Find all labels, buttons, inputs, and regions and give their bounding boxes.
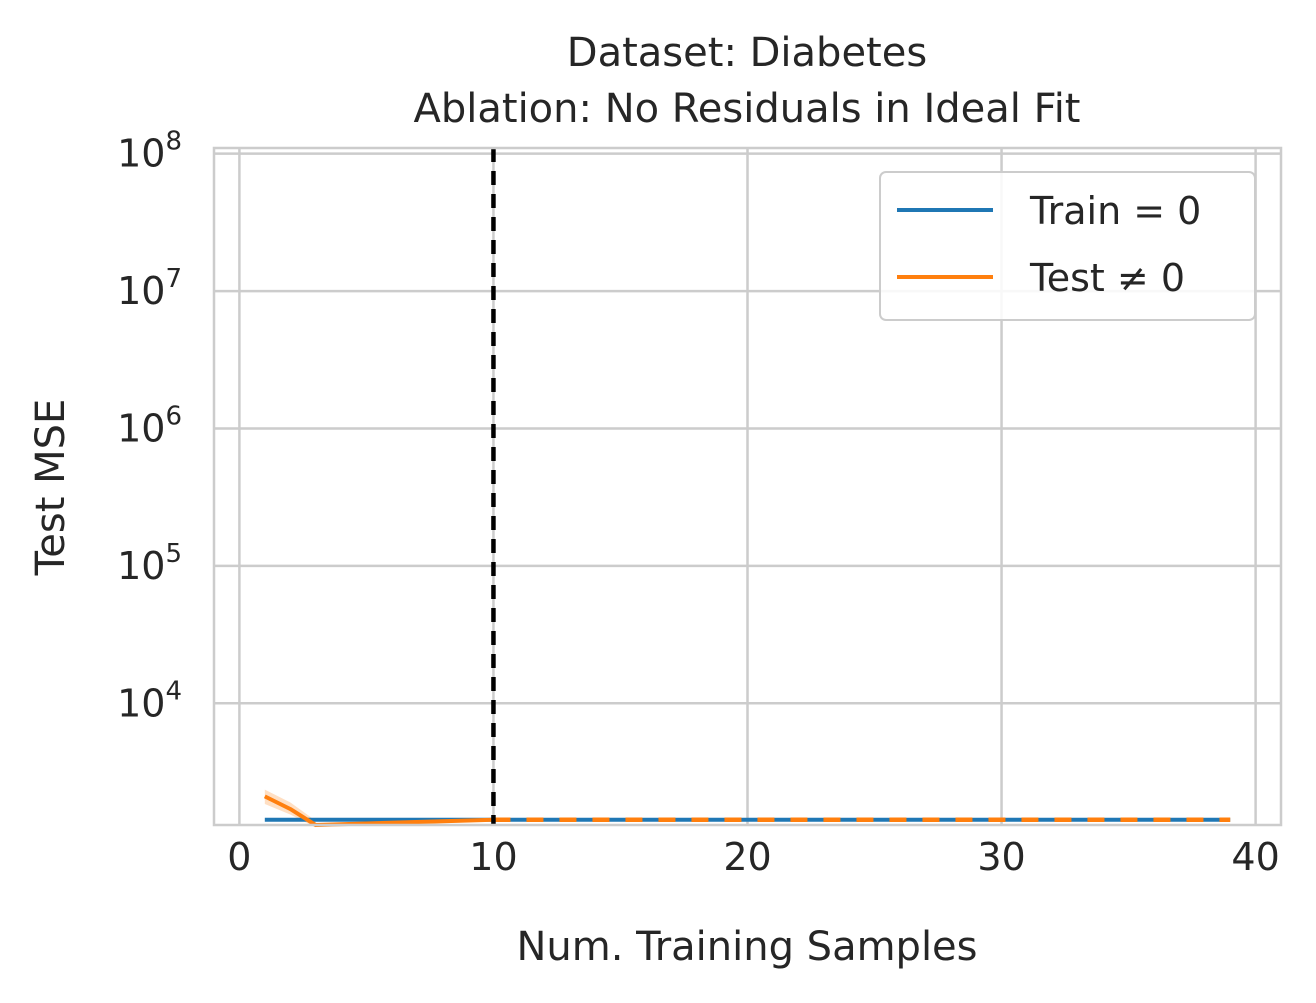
- x-tick-label-20: 20: [723, 835, 771, 879]
- y-tick-label-8: 108: [117, 127, 182, 176]
- y-tick-label-5: 105: [117, 539, 182, 588]
- series-lines: [263, 794, 1231, 827]
- test-line-solid: [263, 794, 494, 827]
- legend-label-test: Test ≠ 0: [1029, 256, 1185, 300]
- chart-subtitle: Ablation: No Residuals in Ideal Fit: [414, 86, 1081, 132]
- x-axis-label: Num. Training Samples: [516, 924, 977, 970]
- x-tick-labels: 0 10 20 30 40: [227, 835, 1279, 879]
- legend-label-train: Train = 0: [1029, 189, 1201, 233]
- y-axis-label: Test MSE: [28, 399, 74, 577]
- x-tick-label-40: 40: [1231, 835, 1279, 879]
- plot-frame: [212, 146, 1283, 827]
- x-tick-label-30: 30: [977, 835, 1025, 879]
- y-tick-label-4: 104: [117, 676, 182, 725]
- x-tick-label-0: 0: [227, 835, 251, 879]
- y-tick-labels: 104 105 106 107 108: [117, 127, 182, 726]
- y-tick-label-6: 106: [117, 401, 182, 450]
- x-tick-label-10: 10: [469, 835, 517, 879]
- y-tick-label-7: 107: [117, 264, 182, 313]
- chart-title: Dataset: Diabetes: [567, 30, 927, 76]
- legend: Train = 0 Test ≠ 0: [879, 171, 1256, 321]
